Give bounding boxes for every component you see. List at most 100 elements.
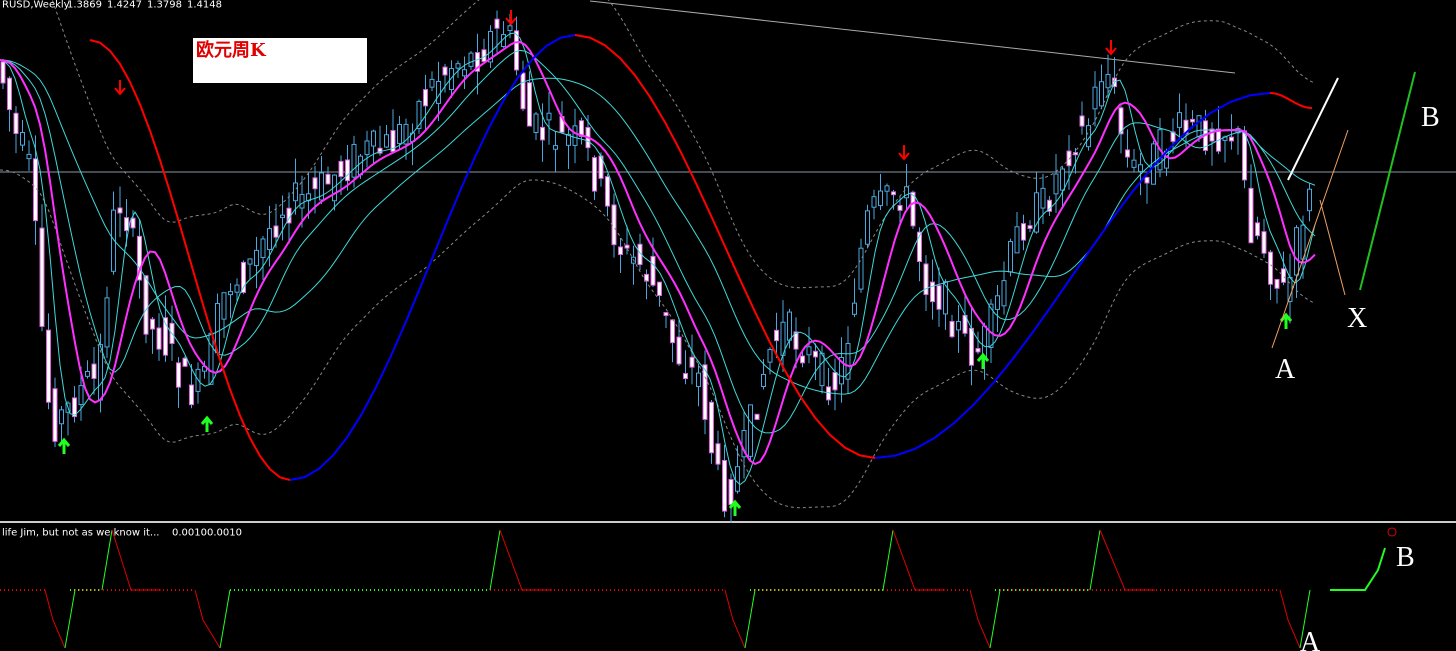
annotation-box xyxy=(193,38,367,83)
candle-body xyxy=(1014,226,1020,254)
indicator-label-a: A xyxy=(1300,627,1321,651)
candle-body xyxy=(1294,227,1299,276)
candle-body xyxy=(254,249,259,267)
ind-next xyxy=(1387,527,1397,537)
ohlc-open: 1.3869 xyxy=(67,0,102,10)
candle-body xyxy=(156,327,162,350)
candle-body xyxy=(1170,131,1176,142)
candle-body xyxy=(1242,130,1247,181)
candle-body xyxy=(1060,168,1065,191)
ma-magenta xyxy=(0,40,1316,466)
candle-body xyxy=(104,297,110,348)
ma-fast xyxy=(0,32,1316,486)
ind-up xyxy=(1299,589,1311,649)
candle-body xyxy=(429,78,435,88)
candle-body xyxy=(1248,187,1254,244)
candle-body xyxy=(845,342,851,380)
candle-body xyxy=(163,317,168,356)
candle-body xyxy=(241,261,246,293)
candle-body xyxy=(754,413,760,420)
candle-body xyxy=(767,349,773,363)
candle-body xyxy=(891,191,896,196)
trend-line xyxy=(589,0,1236,74)
candle-body xyxy=(884,185,890,192)
plot xyxy=(0,0,1416,649)
candle-body xyxy=(904,186,909,199)
candle-body xyxy=(572,125,578,146)
candle-body xyxy=(793,331,799,350)
candle-body xyxy=(7,77,12,111)
candle-body xyxy=(533,113,539,133)
arrow-down xyxy=(114,80,126,96)
candle-body xyxy=(949,320,955,338)
candle-body xyxy=(91,363,97,379)
candle-body xyxy=(1079,115,1085,127)
candle-body xyxy=(0,61,6,84)
candle-body xyxy=(806,346,812,356)
candle-body xyxy=(462,69,467,77)
candle-body xyxy=(280,214,285,219)
indicator-value: 0.0010 xyxy=(207,527,242,538)
candle-body xyxy=(507,25,513,32)
candle-body xyxy=(442,66,448,76)
candle-body xyxy=(221,292,227,320)
candle-body xyxy=(540,126,545,141)
candle-body xyxy=(748,404,753,457)
candle-body xyxy=(182,357,188,367)
candle-body xyxy=(416,100,422,129)
candle-body xyxy=(1118,107,1124,135)
candle-body xyxy=(78,385,84,406)
arrow-up xyxy=(976,352,990,369)
indicator-name: life Jim, but not as we know it... xyxy=(2,527,159,538)
candle-body xyxy=(1047,199,1052,212)
candle-body xyxy=(988,303,994,348)
candle-body xyxy=(865,210,870,245)
candle-body xyxy=(657,281,662,297)
band-lower xyxy=(0,169,1316,509)
candle-body xyxy=(761,373,766,387)
candle-body xyxy=(709,401,714,454)
candle-body xyxy=(85,371,90,377)
arrow-down xyxy=(505,10,517,26)
candle-body xyxy=(696,372,701,388)
ind-up xyxy=(219,589,231,649)
ind-down xyxy=(194,589,221,649)
ind-down xyxy=(1279,589,1301,649)
arrow-down xyxy=(898,145,910,161)
candle-body xyxy=(1034,192,1039,233)
candle-body xyxy=(527,82,532,127)
candle-body xyxy=(1255,222,1260,237)
candle-body xyxy=(59,409,64,425)
proj-orange xyxy=(1271,129,1349,349)
candle-body xyxy=(273,225,279,238)
candle-body xyxy=(832,372,838,391)
candle-body xyxy=(995,295,1000,310)
candle-body xyxy=(1190,118,1195,123)
candle-body xyxy=(403,123,409,145)
proj-white xyxy=(1287,77,1339,181)
candle-body xyxy=(819,352,825,387)
candle-body xyxy=(683,373,688,380)
candle-body xyxy=(234,284,240,293)
candle-body xyxy=(176,362,181,388)
ind-down xyxy=(724,589,746,649)
candle-body xyxy=(338,160,344,178)
arrow-up xyxy=(200,415,214,432)
candle-body xyxy=(741,430,747,458)
band-upper xyxy=(51,0,1316,289)
label-x: X xyxy=(1347,303,1367,334)
ind-down xyxy=(44,589,66,649)
candle-body xyxy=(852,302,857,315)
candle-body xyxy=(728,479,734,506)
arrow-down xyxy=(1105,40,1117,56)
candle-body xyxy=(1105,74,1111,89)
proj-green xyxy=(1359,71,1416,291)
candle-body xyxy=(1040,187,1046,209)
candle-body xyxy=(436,80,441,104)
candle-body xyxy=(1261,231,1267,254)
ind-fall xyxy=(892,529,945,591)
candle-body xyxy=(475,52,480,72)
ohlc-close: 1.4148 xyxy=(187,0,222,10)
